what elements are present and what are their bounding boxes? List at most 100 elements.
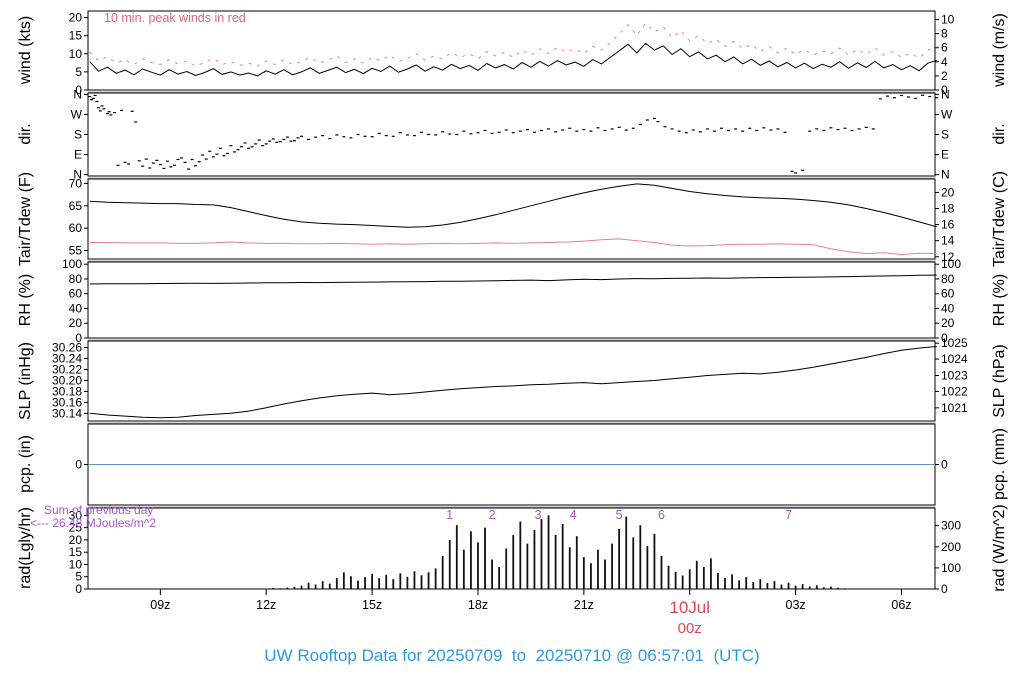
wind-panel-frame — [87, 10, 936, 91]
radiation-bar — [307, 582, 310, 589]
wind-left-tick-label: 0 — [75, 83, 82, 97]
dir-left-tick-label: E — [74, 148, 82, 162]
wind-dir-point — [144, 158, 148, 160]
wind-dir-point — [907, 96, 911, 98]
radiation-bar — [300, 585, 303, 589]
rad-left-tick-label: 30 — [69, 508, 83, 522]
wind-dir-point — [829, 127, 833, 129]
tair-c-axis-title: Tair/Tdew (C) — [991, 170, 1008, 268]
radiation-bar — [597, 549, 599, 589]
radiation-bar — [399, 573, 402, 589]
temp-series-Tair-F- — [89, 183, 937, 228]
wind-left-tick-label: 5 — [75, 65, 82, 79]
radiation-bar — [815, 585, 818, 589]
slp-left-tick-label: 30.22 — [52, 362, 82, 376]
wind-dir-point — [204, 158, 208, 160]
wind-dir-point — [222, 155, 226, 157]
wind-dir-point — [518, 130, 522, 132]
tair-f-axis-title: Tair/Tdew (F) — [17, 171, 34, 267]
wind-dir-point — [850, 129, 854, 132]
wind-dir-point — [864, 126, 868, 128]
radiation-bar — [618, 528, 621, 589]
wind-dir-point — [575, 130, 579, 132]
wind-dir-point — [497, 131, 501, 133]
wind-dir-point — [427, 133, 431, 136]
wind-left-tick-label: 15 — [69, 29, 83, 43]
wind-dir-point — [670, 128, 674, 130]
wind-dir-point — [483, 129, 487, 132]
rh-series-relative-humidity- — [89, 274, 937, 285]
radiation-bar — [371, 573, 373, 589]
wind-dir-point — [719, 127, 723, 129]
wind-dir-point — [610, 128, 614, 130]
radiation-bar — [582, 557, 585, 589]
radiation-bar — [420, 575, 423, 589]
wind-right-tick-label: 4 — [941, 55, 948, 69]
wind-dir-point — [261, 145, 265, 147]
radiation-hour-marker: 1 — [446, 508, 453, 522]
radiation-bar — [554, 535, 557, 589]
wind-dir-point — [208, 150, 212, 152]
temp-right-tick-label: 14 — [941, 234, 955, 248]
wind-dir-point — [547, 128, 551, 130]
wind-dir-point — [776, 128, 780, 130]
wind-dir-point — [229, 145, 233, 147]
radiation-bar — [766, 583, 769, 589]
radiation-bar — [335, 577, 338, 589]
temp-left-tick-label: 70 — [69, 176, 83, 190]
rad-right-tick-label: 200 — [941, 540, 961, 554]
wind-dir-point — [899, 94, 903, 97]
wind-dir-point — [93, 94, 97, 97]
wind-dir-point — [377, 132, 381, 134]
wind-right-tick-label: 6 — [941, 41, 948, 55]
rad-right-tick-label: 300 — [941, 519, 961, 533]
wind-dir-point — [712, 130, 716, 132]
wind-dir-point — [180, 157, 184, 159]
radiation-bar — [286, 587, 289, 589]
wind-dir-point — [656, 120, 660, 123]
radiation-hour-marker: 6 — [658, 508, 665, 522]
wind-dir-point — [857, 128, 861, 130]
wind-right-tick-label: 8 — [941, 27, 948, 41]
wind-dir-point — [412, 135, 416, 137]
radiation-sum-note-line2: <--- 26.48 MJoules/m^2 — [30, 516, 157, 530]
wind-dir-point — [296, 137, 300, 139]
wind-dir-point — [794, 172, 798, 174]
radiation-bar — [667, 565, 670, 589]
wind-dir-point — [617, 126, 621, 128]
x-axis-label: 06z — [891, 598, 911, 612]
radiation-bar — [342, 572, 345, 589]
wind-dir-point — [134, 121, 138, 123]
wind-dir-point — [652, 117, 656, 120]
wind-dir-point — [201, 154, 205, 156]
rh-right-tick-label: 20 — [941, 316, 955, 330]
x-axis-hour-label: 00z — [678, 620, 702, 637]
rad-panel-frame — [87, 507, 936, 590]
wind-dir-point — [734, 128, 738, 130]
wind-dir-point — [162, 167, 166, 170]
wind-dir-point — [469, 133, 473, 135]
wind-kts-axis-title: wind (kts) — [17, 15, 34, 85]
wind-dir-point — [928, 95, 932, 98]
radiation-bar — [731, 574, 733, 589]
wind-dir-point — [194, 165, 198, 167]
wind-dir-point — [183, 161, 187, 163]
wind-dir-point — [705, 128, 709, 130]
radiation-sum-note-line1: Sum of previous day — [44, 503, 154, 517]
wind-dir-point — [698, 131, 702, 133]
radiation-bar — [378, 578, 381, 589]
radiation-bar — [808, 586, 811, 589]
wind-dir-point — [335, 134, 339, 136]
wind-dir-point — [112, 112, 116, 114]
wind-dir-point — [282, 138, 286, 141]
rh-right-tick-label: 0 — [941, 331, 948, 345]
rh-left-tick-label: 60 — [69, 287, 83, 301]
rad-left-tick-label: 10 — [69, 557, 83, 571]
dir-right-tick-label: S — [941, 128, 949, 142]
rh-left-tick-label: 0 — [75, 331, 82, 345]
radiation-bar — [491, 559, 493, 589]
radiation-bar — [526, 543, 529, 589]
wind-dir-point — [921, 94, 925, 96]
wind-dir-point — [762, 127, 766, 129]
